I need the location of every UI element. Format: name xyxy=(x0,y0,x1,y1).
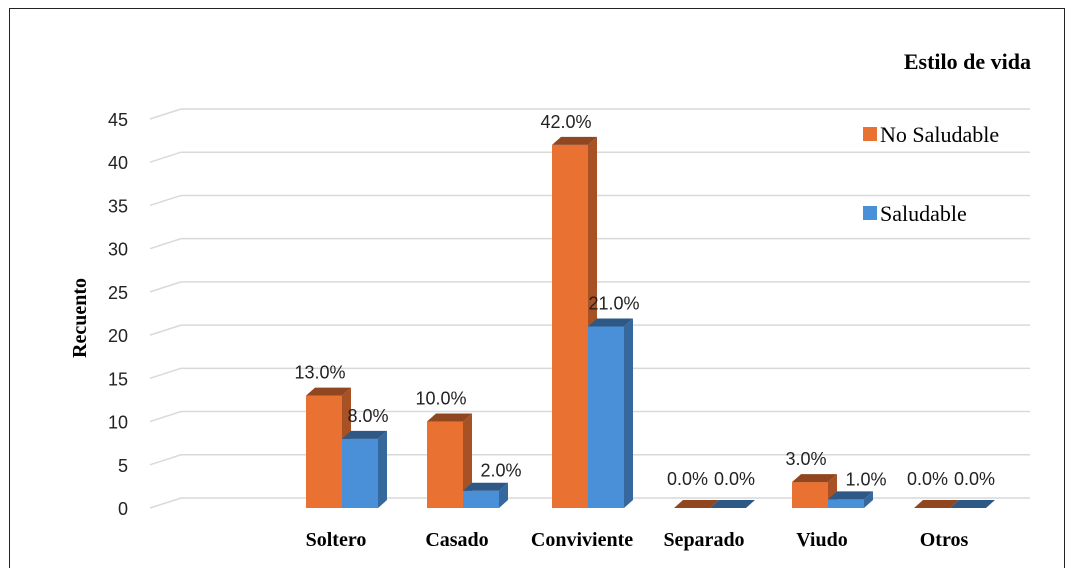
category-label: Casado xyxy=(425,529,488,551)
category-label: Otros xyxy=(920,529,969,551)
bar-conviviente-no-saludable xyxy=(552,136,597,508)
gridline xyxy=(149,324,1030,336)
data-label: 0.0% xyxy=(714,469,755,489)
gridline xyxy=(149,367,1030,380)
data-labels: 13.0% 8.0% 10.0% 2.0% 42.0% 21.0% 0.0% 0.0% 3.0%… xyxy=(294,112,995,489)
bar-casado-no-saludable xyxy=(427,413,472,508)
category-label: Separado xyxy=(663,529,744,551)
category-label: Soltero xyxy=(306,529,367,551)
gridlines xyxy=(149,108,1030,509)
gridline xyxy=(149,497,1030,509)
legend: Estilo de vida No Saludable Saludable xyxy=(863,49,1031,226)
gridline xyxy=(149,151,1030,163)
bar-casado-saludable xyxy=(463,482,508,508)
gridline xyxy=(149,108,1030,120)
data-label: 0.0% xyxy=(907,469,948,489)
x-axis-categories: Soltero Casado Conviviente Separado Viudo Otr… xyxy=(306,529,969,551)
y-tick-label: 0 xyxy=(118,499,128,519)
y-tick-label: 45 xyxy=(108,110,128,130)
data-label: 1.0% xyxy=(845,469,886,489)
data-label: 2.0% xyxy=(480,461,521,481)
bar-conviviente-saludable xyxy=(588,318,633,508)
legend-title: Estilo de vida xyxy=(904,49,1031,74)
category-label: Conviviente xyxy=(531,529,633,551)
chart-frame xyxy=(9,8,1065,568)
bar-otros-no-saludable xyxy=(914,500,959,508)
bar-otros-saludable xyxy=(950,500,995,508)
gridline xyxy=(149,194,1030,207)
y-tick-label: 40 xyxy=(108,153,128,173)
y-tick-label: 15 xyxy=(108,369,128,389)
bar-viudo-saludable xyxy=(828,491,873,508)
bar-soltero-no-saludable xyxy=(306,387,351,508)
bars xyxy=(306,136,995,508)
legend-label-no-saludable: No Saludable xyxy=(880,122,999,147)
data-label: 0.0% xyxy=(667,469,708,489)
legend-label-saludable: Saludable xyxy=(880,201,967,226)
y-axis-label: Recuento xyxy=(69,278,91,358)
data-label: 8.0% xyxy=(347,406,388,426)
y-tick-label: 20 xyxy=(108,326,128,346)
bar-separado-no-saludable xyxy=(674,500,719,508)
gridline xyxy=(149,281,1030,293)
y-tick-label: 10 xyxy=(108,413,128,433)
gridline xyxy=(149,237,1030,250)
gridline xyxy=(149,454,1030,466)
data-label: 0.0% xyxy=(954,469,995,489)
category-label: Viudo xyxy=(796,529,848,551)
data-label: 42.0% xyxy=(540,112,591,132)
data-label: 3.0% xyxy=(785,449,826,469)
data-label: 10.0% xyxy=(415,389,466,409)
gridline xyxy=(149,410,1030,423)
y-tick-label: 35 xyxy=(108,196,128,216)
y-axis-ticks: 0 5 10 15 20 25 30 35 40 45 xyxy=(108,110,128,519)
y-tick-label: 5 xyxy=(118,456,128,476)
data-label: 13.0% xyxy=(294,363,345,383)
bar-soltero-saludable xyxy=(342,430,387,508)
legend-swatch-no-saludable xyxy=(863,127,877,141)
y-tick-label: 30 xyxy=(108,240,128,260)
data-label: 21.0% xyxy=(588,293,639,313)
y-tick-label: 25 xyxy=(108,283,128,303)
legend-swatch-saludable xyxy=(863,206,877,220)
bar-separado-saludable xyxy=(710,500,755,508)
